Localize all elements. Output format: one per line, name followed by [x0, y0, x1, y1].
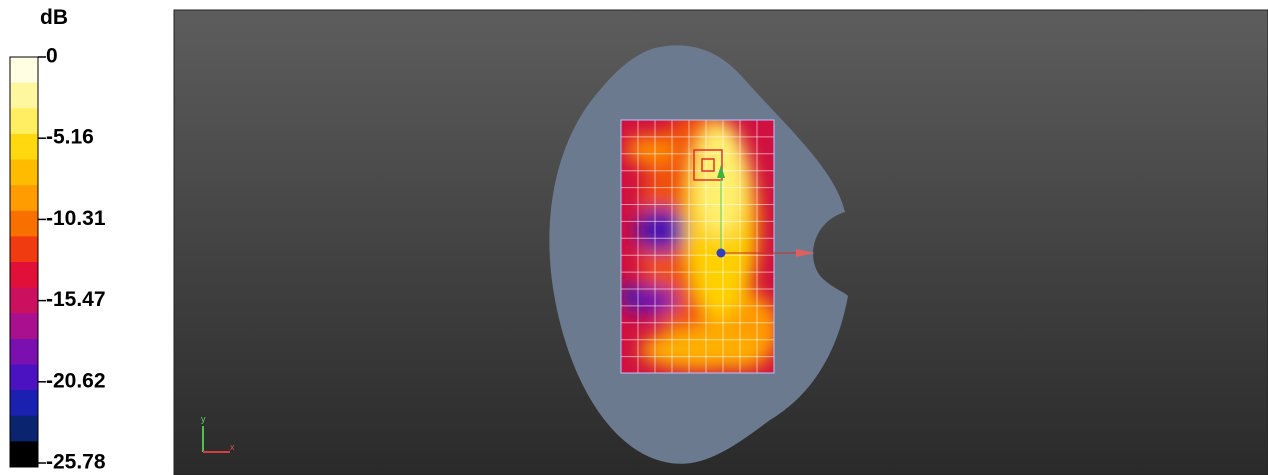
axis-icon-y-label: y — [201, 414, 206, 424]
color-swatch — [10, 339, 38, 365]
color-swatch — [10, 416, 38, 442]
tick-label: -20.62 — [46, 369, 106, 392]
color-swatch — [10, 288, 38, 314]
color-swatch — [10, 211, 38, 237]
tick-label: -15.47 — [46, 288, 106, 311]
color-swatch — [10, 390, 38, 416]
color-swatch — [10, 108, 38, 134]
color-swatch — [10, 83, 38, 109]
color-swatch — [10, 313, 38, 339]
screen: dB 0 -5.16 -10.31 -15.47 -20.62 -25.78 y x — [0, 0, 1268, 475]
color-swatch — [10, 262, 38, 288]
color-swatch — [10, 236, 38, 262]
colorbar-unit: dB — [40, 6, 68, 29]
color-bar — [10, 57, 38, 468]
page: dB 0-5.16-10.31-15.47-20.62-25.78 y x ((… — [0, 0, 1268, 475]
axis-icon-x-label: x — [230, 442, 235, 452]
color-swatch — [10, 160, 38, 186]
probe-point — [717, 249, 726, 258]
colorbar-ticks: 0 -5.16 -10.31 -15.47 -20.62 -25.78 — [38, 45, 106, 474]
tick-label: -25.78 — [46, 451, 106, 474]
tick-label: -5.16 — [46, 126, 94, 149]
tick-label: -10.31 — [46, 207, 106, 230]
tick-label: 0 — [46, 45, 58, 68]
color-swatch — [10, 185, 38, 211]
color-swatch — [10, 134, 38, 160]
color-swatch — [10, 365, 38, 391]
color-swatch — [10, 441, 38, 467]
color-swatch — [10, 57, 38, 83]
